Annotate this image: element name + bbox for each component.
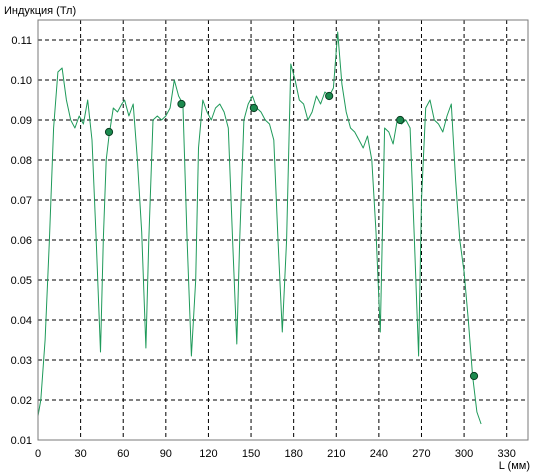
data-marker	[469, 371, 479, 381]
plot-frame	[37, 19, 529, 441]
y-tick-label: 0.10	[11, 75, 32, 87]
x-tick-label: 150	[242, 448, 260, 460]
y-tick-label: 0.08	[11, 155, 32, 167]
x-tick-label: 90	[160, 448, 172, 460]
data-marker	[177, 99, 186, 109]
x-tick-label: 270	[412, 448, 430, 460]
x-tick-label: 300	[455, 448, 473, 460]
y-tick-label: 0.04	[11, 315, 32, 327]
y-axis-title: Индукция (Тл)	[4, 5, 76, 17]
x-tick-label: 240	[370, 448, 388, 460]
x-tick-label: 180	[284, 448, 302, 460]
y-tick-label: 0.07	[11, 195, 32, 207]
y-tick-label: 0.11	[11, 35, 32, 47]
data-marker	[249, 103, 258, 113]
y-tick-label: 0.09	[11, 115, 32, 127]
x-tick-label: 210	[327, 448, 345, 460]
data-marker	[396, 115, 405, 125]
x-tick-label: 30	[74, 448, 86, 460]
x-tick-label: 120	[199, 448, 217, 460]
y-tick-label: 0.05	[11, 275, 32, 287]
x-tick-label: 330	[498, 448, 516, 460]
y-tick-label: 0.02	[11, 395, 32, 407]
series-line	[37, 31, 482, 425]
y-tick-label: 0.01	[11, 435, 32, 447]
tick-labels: 0 30 60 90 120 150 180 210 240 270 300 330 0.11 0.10 0…	[11, 35, 516, 460]
data-marker	[325, 91, 334, 101]
grid	[38, 20, 528, 440]
x-tick-label: 60	[117, 448, 129, 460]
x-tick-label: 0	[35, 448, 41, 460]
x-axis-title: L (мм)	[499, 460, 530, 472]
data-marker	[104, 127, 114, 137]
y-tick-label: 0.06	[11, 235, 32, 247]
marker-layer	[104, 91, 479, 381]
series-layer	[37, 31, 482, 425]
y-tick-label: 0.03	[11, 355, 32, 367]
